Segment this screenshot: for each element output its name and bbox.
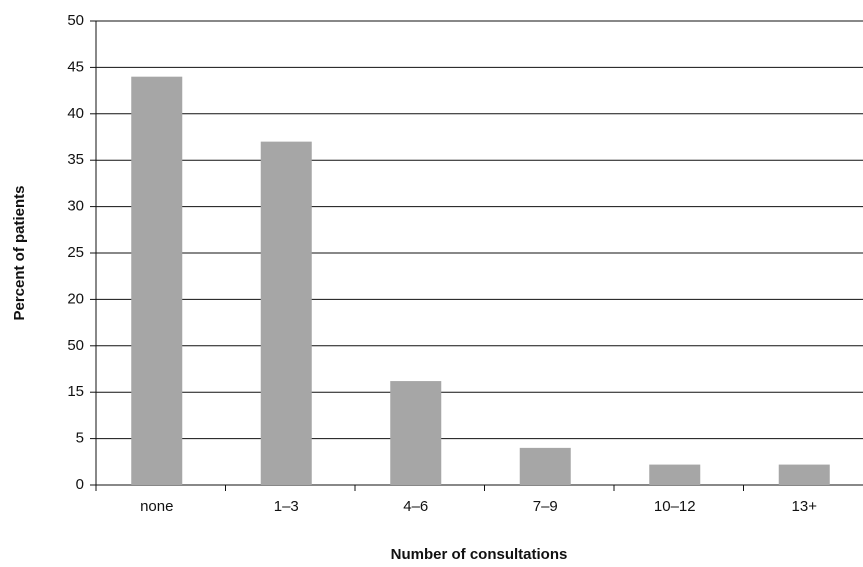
- y-tick-label: 50: [67, 337, 84, 354]
- y-axis-title: Percent of patients: [11, 185, 28, 320]
- bar: [519, 447, 571, 485]
- bar: [131, 76, 183, 486]
- y-tick-label: 15: [67, 383, 84, 400]
- x-tick-label: 10–12: [654, 498, 696, 515]
- bar: [260, 141, 312, 485]
- x-tick-label: none: [140, 498, 173, 515]
- x-tick-label: 4–6: [403, 498, 428, 515]
- y-tick-label: 20: [67, 290, 84, 307]
- bar: [778, 464, 830, 485]
- bar: [649, 464, 701, 485]
- y-tick-label: 45: [67, 58, 84, 75]
- x-tick-label: 1–3: [274, 498, 299, 515]
- y-tick-label: 30: [67, 198, 84, 215]
- y-tick-label: 35: [67, 151, 84, 168]
- y-tick-label: 50: [67, 12, 84, 29]
- y-tick-label: 25: [67, 244, 84, 261]
- y-tick-label: 5: [76, 430, 84, 447]
- x-axis-title: Number of consultations: [391, 546, 568, 563]
- y-tick-label: 0: [76, 476, 84, 493]
- bar: [390, 381, 442, 485]
- x-tick-label: 7–9: [533, 498, 558, 515]
- x-tick-label: 13+: [792, 498, 818, 515]
- y-tick-label: 40: [67, 105, 84, 122]
